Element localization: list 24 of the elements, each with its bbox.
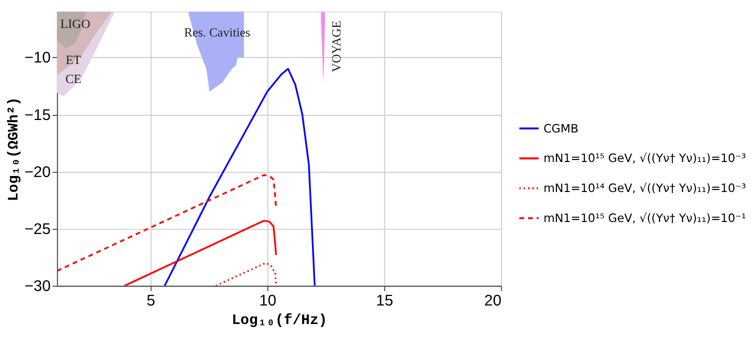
y-tick-label: −30 — [24, 278, 51, 296]
annotation: VOYAGE — [330, 20, 344, 72]
x-tick-label: 5 — [146, 292, 156, 310]
line-series — [164, 68, 316, 286]
annotation: Res. Cavities — [184, 26, 250, 40]
y-tick-label: −20 — [24, 164, 51, 181]
line-series — [215, 262, 278, 286]
line-series — [56, 174, 278, 272]
legend-label: mN1=10¹⁵ GeV, √((Yν† Yν)₁₁)=10⁻¹ — [543, 211, 746, 226]
x-tick-label: 10 — [259, 292, 276, 310]
x-axis-title: Log₁₀(f/Hz) — [232, 312, 328, 329]
y-tick-label: −25 — [24, 220, 51, 238]
annotation: CE — [65, 72, 82, 86]
legend-label: mN1=10¹⁵ GeV, √((Yν† Yν)₁₁)=10⁻³ — [543, 151, 746, 166]
y-tick-label: −10 — [24, 50, 51, 67]
x-tick-label: 15 — [376, 292, 394, 310]
x-tick-label: 20 — [484, 292, 502, 310]
y-axis-title: Log₁₀(ΩGWh²) — [6, 97, 23, 202]
legend-label: CGMB — [543, 121, 579, 136]
annotation: LIGO — [60, 17, 90, 32]
legend-label: mN1=10¹⁴ GeV, √((Yν† Yν)₁₁)=10⁻³ — [543, 181, 746, 196]
annotation: ET — [66, 52, 82, 67]
line-series — [124, 220, 278, 286]
y-tick-label: −15 — [24, 106, 51, 124]
